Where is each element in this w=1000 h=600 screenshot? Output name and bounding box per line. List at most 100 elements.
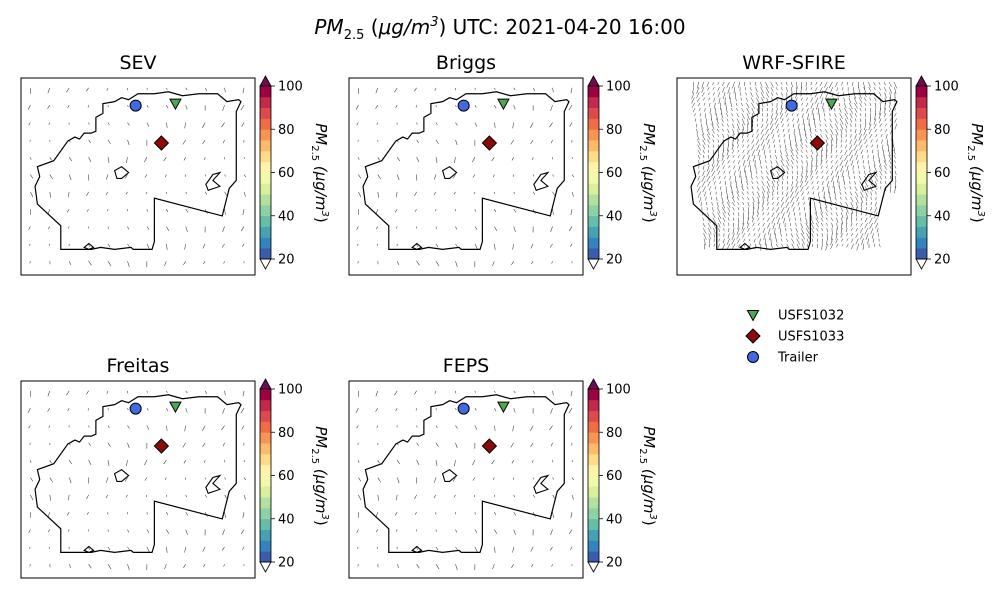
colorbar-bin — [916, 226, 927, 238]
colorbar-tick-label: 80 — [606, 123, 623, 138]
colorbar-bin — [588, 540, 599, 552]
refuge-boundary — [362, 394, 570, 553]
station-marker-trailer — [457, 99, 470, 112]
boundary-parcel — [533, 474, 550, 494]
refuge-boundary — [34, 91, 242, 250]
station-marker-trailer — [129, 99, 142, 112]
wind-vectors — [355, 87, 574, 268]
colorbar-bin — [916, 194, 927, 206]
colorbar-bin — [588, 86, 599, 98]
colorbar: 20 40 60 80 100 PM2.5 (μg/m3) — [915, 75, 986, 270]
colorbar-label: PM2.5 (μg/m3) — [637, 123, 658, 223]
colorbar: 20 40 60 80 100 PM2.5 (μg/m3) — [259, 378, 330, 573]
colorbar-bin — [588, 497, 599, 509]
map-frame — [20, 77, 256, 276]
station-marker-trailer — [129, 402, 142, 415]
panel-title: SEV — [119, 52, 156, 74]
colorbar-bin — [588, 140, 599, 152]
refuge-boundary — [690, 91, 898, 250]
panel-title: Freitas — [107, 355, 170, 377]
boundary-parcel — [205, 474, 222, 494]
colorbar-extend-max — [259, 75, 272, 87]
station-marker-usfs1033 — [481, 438, 498, 454]
panel-title: Briggs — [436, 52, 496, 74]
colorbar-bin — [260, 96, 271, 109]
colorbar-bin — [588, 215, 599, 227]
colorbar-bin — [588, 443, 599, 455]
station-marker-usfs1032 — [169, 401, 182, 414]
legend-item-usfs1032: USFS1032 — [746, 309, 844, 324]
colorbar-tick-label: 60 — [606, 469, 623, 484]
refuge-boundary — [362, 91, 570, 250]
colorbar-tick-label: 60 — [934, 166, 951, 181]
legend-marker — [745, 328, 761, 344]
colorbar-extend-max — [587, 378, 600, 390]
boundary-parcel — [441, 468, 458, 483]
colorbar-bin — [588, 486, 599, 498]
legend-marker — [746, 310, 760, 322]
colorbar-bin — [260, 215, 271, 227]
colorbar-bin — [260, 507, 271, 520]
colorbar-bin — [588, 464, 599, 476]
station-marker-trailer — [457, 402, 470, 415]
boundary-parcel — [205, 171, 222, 191]
colorbar-bin — [588, 475, 599, 487]
colorbar-bin — [260, 118, 271, 130]
colorbar-tick-label: 100 — [606, 80, 631, 95]
boundary-parcel — [83, 545, 95, 553]
colorbar-bin — [588, 183, 599, 195]
colorbar-bin — [260, 486, 271, 498]
colorbar-bin — [260, 248, 271, 260]
colorbar-bin — [916, 107, 927, 119]
colorbar-bin — [260, 453, 271, 466]
boundary-parcel — [441, 165, 458, 180]
colorbar-tick-label: 40 — [278, 512, 295, 527]
colorbar-extend-max — [587, 75, 600, 87]
colorbar-tick-label: 100 — [934, 80, 959, 95]
station-legend: USFS1032 USFS1033 Trailer — [745, 309, 844, 366]
colorbar-bin — [588, 194, 599, 206]
colorbar-tick-label: 60 — [278, 469, 295, 484]
map-panel-freitas: Freitas 20 40 60 80 100 PM2.5 (μg/m3) — [20, 355, 330, 579]
colorbar: 20 40 60 80 100 PM2.5 (μg/m3) — [587, 378, 658, 573]
station-marker-usfs1032 — [825, 98, 838, 111]
colorbar-label: PM2.5 (μg/m3) — [965, 123, 986, 223]
colorbar-bin — [916, 129, 927, 141]
colorbar-tick-label: 100 — [278, 80, 303, 95]
colorbar-bin — [588, 399, 599, 412]
colorbar-bin — [260, 432, 271, 444]
boundary-parcel — [411, 545, 423, 553]
station-marker-usfs1032 — [497, 401, 510, 414]
boundary-parcel — [861, 171, 878, 191]
colorbar-bin — [916, 150, 927, 163]
colorbar: 20 40 60 80 100 PM2.5 (μg/m3) — [587, 75, 658, 270]
panel-title: FEPS — [443, 355, 489, 377]
colorbar-tick-label: 80 — [278, 426, 295, 441]
colorbar-tick-label: 40 — [606, 512, 623, 527]
colorbar-bin — [260, 194, 271, 206]
map-panel-wrf-sfire: WRF-SFIRE 20 40 60 80 100 PM2.5 (μg/m3) — [676, 52, 986, 276]
wind-vectors — [27, 87, 246, 268]
colorbar-bin — [916, 183, 927, 195]
colorbar-tick-label: 80 — [278, 123, 295, 138]
station-marker-usfs1032 — [169, 98, 182, 111]
colorbar-bin — [588, 107, 599, 119]
colorbar-tick-label: 100 — [278, 383, 303, 398]
colorbar-bin — [916, 96, 927, 109]
colorbar-bin — [588, 410, 599, 422]
boundary-parcel — [739, 242, 751, 250]
colorbar-tick-label: 20 — [278, 556, 295, 571]
colorbar-bin — [260, 129, 271, 141]
map-panel-sev: SEV 20 40 60 80 100 PM2.5 (μg/m3) — [20, 52, 330, 276]
refuge-boundary — [34, 394, 242, 553]
figure-title: PM2.5 (μg/m3) UTC: 2021-04-20 16:00 — [314, 15, 685, 43]
colorbar-bin — [588, 248, 599, 260]
colorbar-bin — [588, 432, 599, 444]
colorbar-extend-min — [587, 258, 600, 270]
colorbar-bin — [260, 421, 271, 433]
colorbar-bin — [916, 161, 927, 173]
colorbar-label: PM2.5 (μg/m3) — [309, 123, 330, 223]
colorbar-bin — [588, 150, 599, 163]
colorbar-bin — [588, 204, 599, 217]
colorbar-label: PM2.5 (μg/m3) — [637, 426, 658, 526]
